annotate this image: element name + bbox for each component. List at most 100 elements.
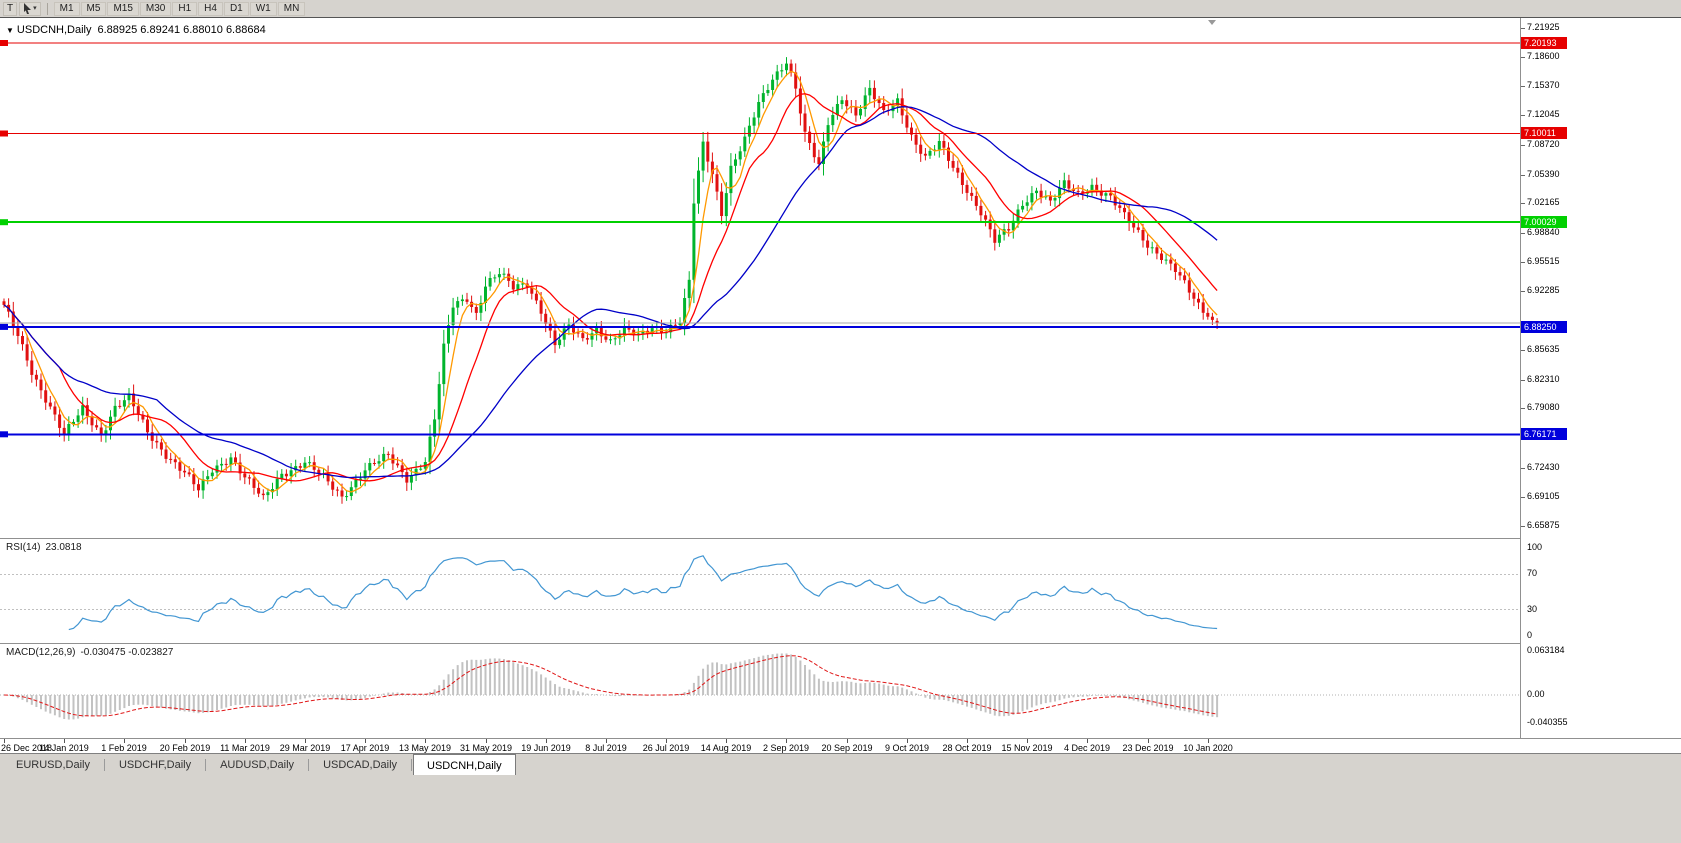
symbol-tab-usdchf[interactable]: USDCHF,Daily (118, 759, 192, 771)
cursor-icon (24, 3, 32, 14)
rsi-name: RSI(14) (6, 542, 41, 553)
axis-label: 6.85635 (1527, 344, 1560, 355)
axis-label: 7.15370 (1527, 79, 1560, 90)
timeframe-buttons: M1 M5 M15 M30 H1 H4 D1 W1 MN (53, 1, 306, 16)
timeframe-button-d1[interactable]: D1 (223, 1, 249, 16)
price-axis-tick (1521, 291, 1525, 292)
time-axis-tick (185, 739, 186, 743)
price-axis-tick (1521, 262, 1525, 263)
time-axis-tick (425, 739, 426, 743)
time-axis-tick (847, 739, 848, 743)
symbol-tabbar: EURUSD,Daily USDCHF,Daily AUDUSD,Daily USDC… (0, 753, 1681, 775)
price-axis[interactable]: 7.21925 7.18600 7.15370 7.12045 7.08720 7.053… (1520, 18, 1681, 738)
time-axis-tick (486, 739, 487, 743)
dropdown-caret-icon: ▾ (33, 5, 37, 12)
chart-title-symbol: USDCNH,Daily (16, 24, 92, 36)
toolbar-separator (46, 2, 48, 15)
date-label: 9 Oct 2019 (884, 743, 930, 753)
timeframe-button-w1[interactable]: W1 (249, 1, 277, 16)
tab-separator (308, 759, 310, 771)
rsi-pane-canvas[interactable] (0, 538, 1520, 643)
timeframe-button-m15[interactable]: M15 (107, 1, 139, 16)
date-label: 11 Mar 2019 (220, 743, 270, 753)
price-axis-tick (1521, 408, 1525, 409)
time-axis-tick (4, 739, 5, 743)
time-axis-tick (64, 739, 65, 743)
price-axis-tick (1521, 115, 1525, 116)
cursor-tool-button[interactable]: ▾ (19, 1, 41, 16)
time-axis-tick (1208, 739, 1209, 743)
axis-label: 6.72430 (1527, 461, 1560, 472)
tab-separator (205, 759, 207, 771)
axis-label: 7.02165 (1527, 197, 1560, 208)
price-axis-flag: 6.88250 (1521, 320, 1567, 333)
axis-label: 7.21925 (1527, 21, 1560, 32)
macd-label: MACD(12,26,9) -0.030475 -0.023827 (6, 647, 173, 658)
pane-separator[interactable] (0, 643, 1681, 644)
price-pane-canvas[interactable] (0, 18, 1520, 538)
time-axis-tick (1027, 739, 1028, 743)
axis-label: 70 (1527, 568, 1538, 579)
date-label: 20 Feb 2019 (159, 743, 211, 753)
date-label: 1 Feb 2019 (101, 743, 147, 753)
time-axis-tick (1148, 739, 1149, 743)
chart-shift-marker[interactable] (1208, 20, 1216, 25)
time-axis-tick (305, 739, 306, 743)
pane-separator[interactable] (0, 538, 1681, 539)
axis-label: -0.040355 (1527, 716, 1568, 727)
date-label: 14 Jan 2019 (39, 743, 89, 753)
date-label: 15 Nov 2019 (1001, 743, 1053, 753)
tab-separator (411, 759, 413, 771)
rsi-value: 23.0818 (45, 542, 82, 553)
symbol-tab-audusd[interactable]: AUDUSD,Daily (220, 759, 295, 771)
price-axis-tick (1521, 145, 1525, 146)
time-axis-tick (967, 739, 968, 743)
price-axis-tick (1521, 468, 1525, 469)
text-tool-button[interactable]: T (3, 1, 18, 16)
axis-label: 6.69105 (1527, 491, 1560, 502)
price-axis-tick (1521, 526, 1525, 527)
macd-pane-canvas[interactable] (0, 643, 1520, 738)
date-label: 14 Aug 2019 (700, 743, 752, 753)
symbol-tab-usdcnh[interactable]: USDCNH,Daily (413, 754, 516, 775)
price-axis-tick (1521, 57, 1525, 58)
price-axis-tick (1521, 28, 1525, 29)
axis-label: 100 (1527, 542, 1543, 552)
axis-label: 6.79080 (1527, 402, 1560, 413)
price-axis-tick (1521, 86, 1525, 87)
symbol-tab-usdcad[interactable]: USDCAD,Daily (323, 759, 398, 771)
timeframe-button-h1[interactable]: H1 (172, 1, 198, 16)
symbol-tab-eurusd[interactable]: EURUSD,Daily (16, 759, 90, 771)
chart-area: ▼ USDCNH,Daily 6.88925 6.89241 6.88010 6.8… (0, 17, 1681, 754)
time-axis[interactable]: 26 Dec 2018 14 Jan 2019 1 Feb 2019 20 Feb 2… (0, 738, 1681, 754)
axis-label: 7.05390 (1527, 168, 1560, 179)
timeframe-button-m30[interactable]: M30 (139, 1, 172, 16)
price-axis-tick (1521, 233, 1525, 234)
time-axis-tick (546, 739, 547, 743)
time-axis-tick (124, 739, 125, 743)
time-axis-tick (786, 739, 787, 743)
date-label: 8 Jul 2019 (585, 743, 627, 753)
timeframe-button-m1[interactable]: M1 (53, 1, 80, 16)
date-label: 17 Apr 2019 (340, 743, 390, 753)
timeframe-button-h4[interactable]: H4 (198, 1, 223, 16)
price-axis-flag: 7.00029 (1521, 216, 1567, 229)
price-axis-tick (1521, 497, 1525, 498)
date-label: 20 Sep 2019 (821, 743, 873, 753)
axis-label: 7.18600 (1527, 51, 1560, 62)
axis-label: 6.95515 (1527, 256, 1560, 267)
price-axis-flag: 7.10011 (1521, 127, 1567, 140)
price-axis-tick (1521, 380, 1525, 381)
price-axis-tick (1521, 350, 1525, 351)
status-area (0, 775, 1681, 843)
axis-label: 6.65875 (1527, 519, 1560, 530)
time-axis-tick (907, 739, 908, 743)
axis-label: 6.82310 (1527, 373, 1560, 384)
macd-values: -0.030475 -0.023827 (80, 647, 174, 658)
axis-label: 0 (1527, 630, 1533, 640)
timeframe-button-mn[interactable]: MN (277, 1, 306, 16)
timeframe-button-m5[interactable]: M5 (80, 1, 107, 16)
price-axis-flag: 6.76171 (1521, 428, 1567, 441)
date-label: 4 Dec 2019 (1063, 743, 1111, 753)
